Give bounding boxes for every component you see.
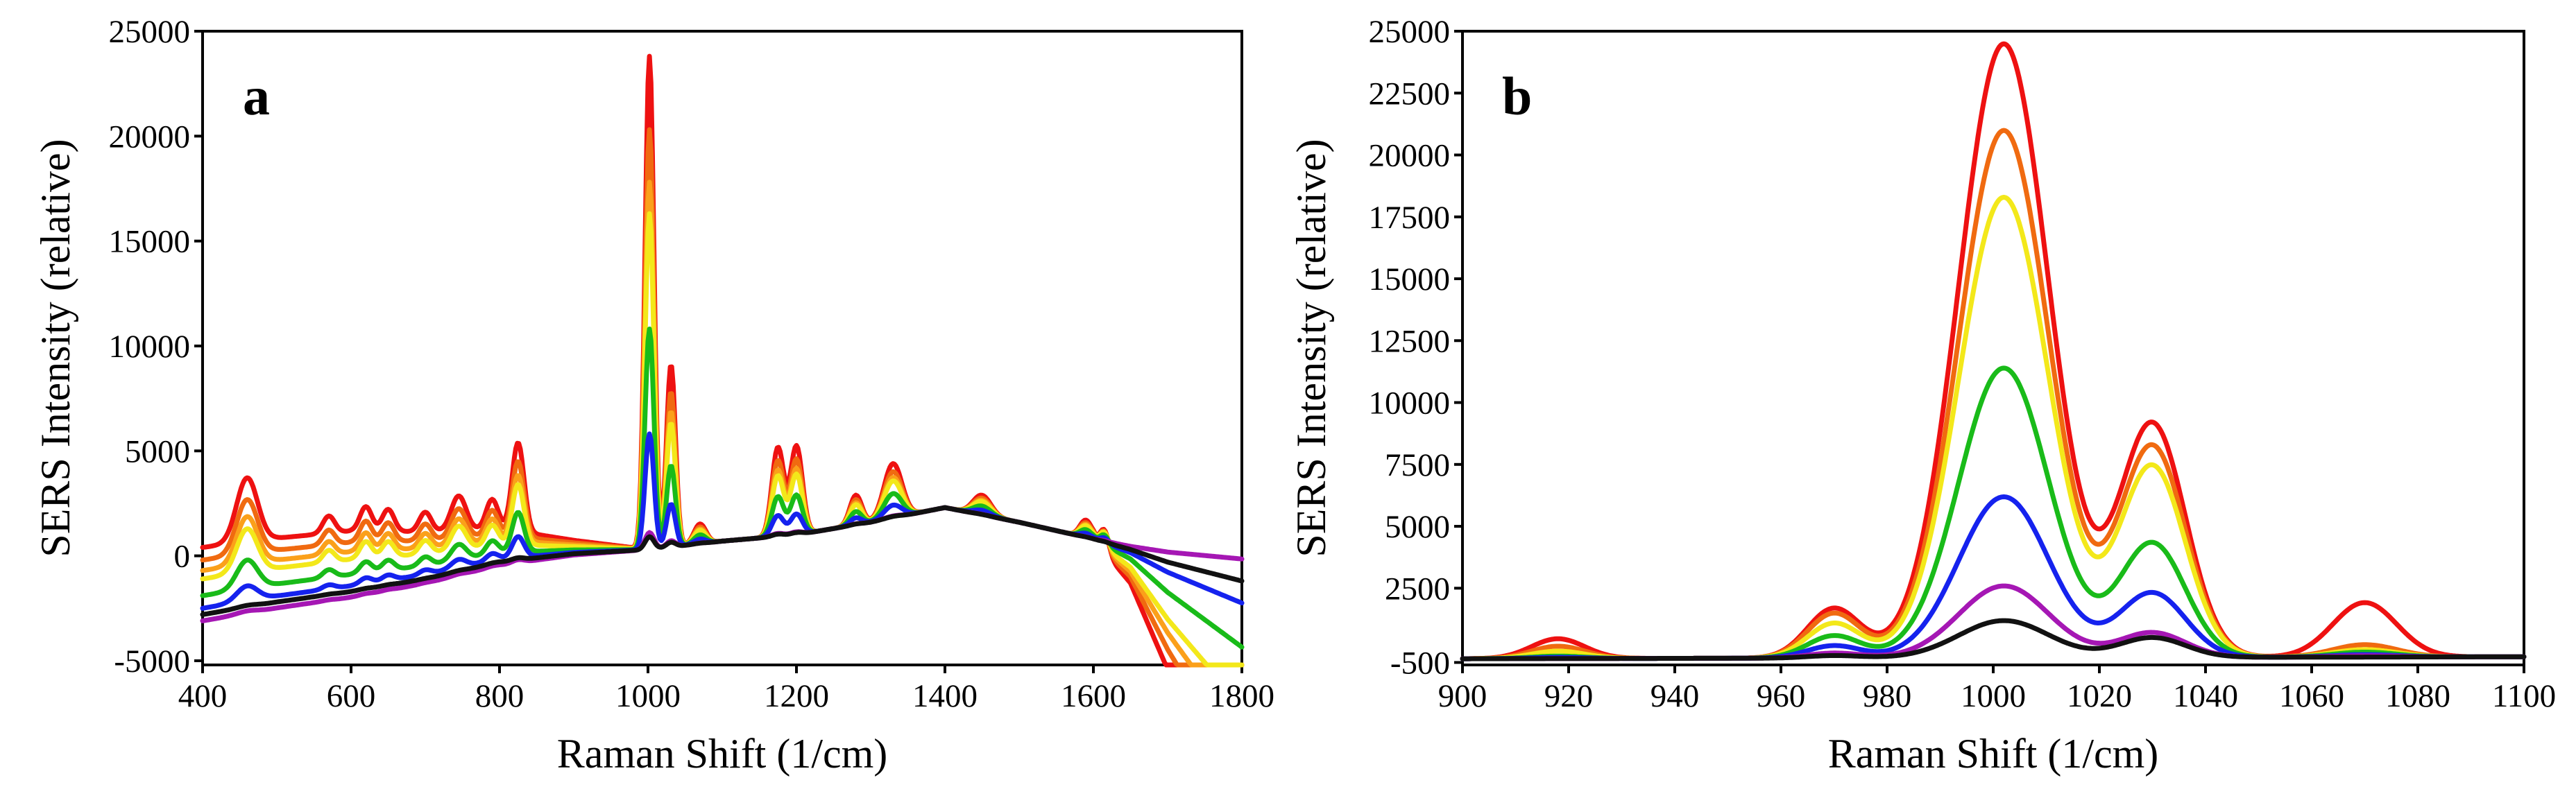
panel-b-y-tick-label: 22500	[1369, 76, 1451, 112]
panel-b-y-tick-label: 25000	[1369, 14, 1451, 50]
panel-a-series-green	[200, 327, 1245, 650]
panel-b-letter: b	[1502, 66, 1532, 126]
panel-a-y-tick-label: 20000	[109, 119, 191, 155]
panel-a-x-tick-label: 800	[475, 678, 524, 714]
panel-a-x-tick-label: 1800	[1209, 678, 1274, 714]
panel-a-series-red	[200, 53, 1245, 668]
panel-b-x-axis-title: Raman Shift (1/cm)	[1828, 731, 2159, 777]
panel-a-y-ticks: -5000 0 5000 10000 15000 20000 25000	[109, 14, 203, 680]
panel-a-letter: a	[243, 66, 270, 126]
panel-a-series-orange	[200, 180, 1245, 668]
panel-b-x-tick-label: 1100	[2492, 678, 2556, 714]
panel-a-x-tick-label: 400	[178, 678, 228, 714]
panel-b-y-tick-label: 5000	[1385, 509, 1450, 545]
panel-a-x-ticks: 400 600 800 1000 1200 1400 1600 1800	[178, 665, 1274, 714]
panel-a-x-axis-title: Raman Shift (1/cm)	[557, 731, 888, 777]
panel-b-y-tick-label: -500	[1390, 645, 1450, 681]
panel-b-x-tick-label: 1020	[2067, 678, 2132, 714]
panel-b-x-ticks: 900 920 940 960 980 1000 1020 1040 1060 1080 1100	[1438, 665, 2556, 714]
panel-a-series	[200, 53, 1245, 668]
panel-a-y-tick-label: 5000	[125, 433, 190, 469]
panel-a-x-tick-label: 1600	[1061, 678, 1126, 714]
panel-b-frame	[1461, 30, 2525, 666]
panel-a-frame	[201, 30, 1243, 666]
panel-b-x-tick-label: 1040	[2173, 678, 2238, 714]
panel-a-y-tick-label: 0	[174, 539, 191, 575]
panel-b-x-tick-label: 980	[1863, 678, 1912, 714]
panel-a-x-tick-label: 600	[327, 678, 376, 714]
panel-b-y-tick-label: 15000	[1369, 261, 1451, 297]
panel-b-x-tick-label: 1000	[1961, 678, 2026, 714]
panel-b-series-black	[1460, 618, 2527, 661]
panel-b-y-ticks: -500 2500 5000 7500 10000 12500 15000 17500 2000…	[1369, 14, 1462, 681]
chart-panel-a: -5000 0 5000 10000 15000 20000 25000 400 600 800…	[33, 14, 1274, 777]
panel-a-x-tick-label: 1200	[764, 678, 829, 714]
panel-a-series-black	[200, 505, 1245, 617]
panel-b-x-tick-label: 960	[1757, 678, 1806, 714]
panel-a-y-tick-label: -5000	[114, 643, 190, 680]
panel-a-x-tick-label: 1000	[615, 678, 681, 714]
panel-b-y-tick-label: 2500	[1385, 571, 1450, 607]
panel-b-x-tick-label: 1060	[2279, 678, 2344, 714]
panel-b-x-tick-label: 1080	[2385, 678, 2450, 714]
panel-b-y-tick-label: 20000	[1369, 138, 1451, 174]
panel-b-series-red	[1460, 41, 2527, 661]
panel-a-y-axis-title: SERS Intensity (relative)	[33, 139, 78, 557]
panel-b-x-tick-label: 940	[1650, 678, 1700, 714]
panel-a-y-tick-label: 10000	[109, 329, 191, 365]
panel-b-x-tick-label: 920	[1544, 678, 1594, 714]
panel-b-y-tick-label: 7500	[1385, 447, 1450, 483]
panel-b-series-green	[1460, 365, 2527, 661]
panel-b-series-blue	[1460, 494, 2527, 661]
panel-b-x-tick-label: 900	[1438, 678, 1487, 714]
panel-a-x-tick-label: 1400	[912, 678, 978, 714]
chart-panel-b: -500 2500 5000 7500 10000 12500 15000 17500 2000…	[1288, 14, 2556, 777]
panel-b-series	[1460, 41, 2527, 661]
panel-b-y-axis-title: SERS Intensity (relative)	[1288, 139, 1334, 557]
panel-b-y-tick-label: 12500	[1369, 323, 1451, 359]
panel-a-y-tick-label: 25000	[109, 14, 191, 50]
panel-a-y-tick-label: 15000	[109, 224, 191, 260]
panel-b-y-tick-label: 10000	[1369, 386, 1451, 422]
panel-b-y-tick-label: 17500	[1369, 200, 1451, 236]
